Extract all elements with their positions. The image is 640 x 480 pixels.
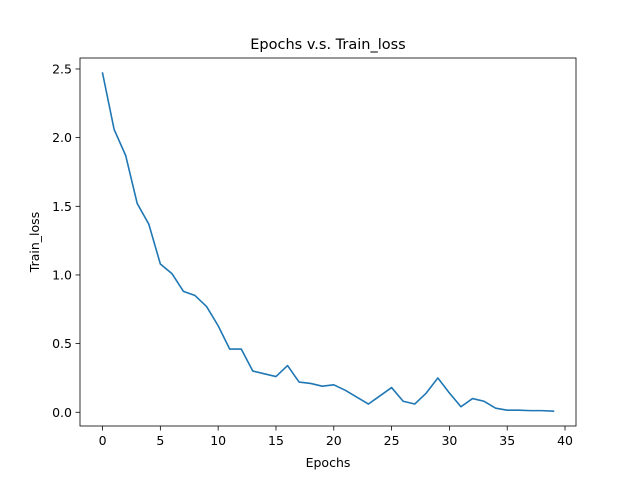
x-tick-label: 40 <box>557 433 573 448</box>
y-tick-label: 0.5 <box>52 336 72 351</box>
x-tick-label: 35 <box>499 433 515 448</box>
x-tick-label: 0 <box>99 433 107 448</box>
x-tick-label: 15 <box>268 433 284 448</box>
y-axis-label: Train_loss <box>27 212 42 273</box>
x-axis-label: Epochs <box>306 455 351 470</box>
x-tick-label: 25 <box>384 433 400 448</box>
x-tick-label: 5 <box>156 433 164 448</box>
chart-title: Epochs v.s. Train_loss <box>250 37 405 53</box>
y-tick-label: 0.0 <box>52 405 72 420</box>
plot-area <box>101 72 555 413</box>
x-tick-label: 20 <box>326 433 342 448</box>
y-tick-label: 2.0 <box>52 130 72 145</box>
y-tick-label: 2.5 <box>52 61 72 76</box>
x-tick-label: 30 <box>441 433 457 448</box>
axes-frame <box>79 57 577 427</box>
y-tick-label: 1.5 <box>52 199 72 214</box>
series-line <box>101 72 555 413</box>
x-tick-label: 10 <box>210 433 226 448</box>
y-tick-label: 1.0 <box>52 267 72 282</box>
